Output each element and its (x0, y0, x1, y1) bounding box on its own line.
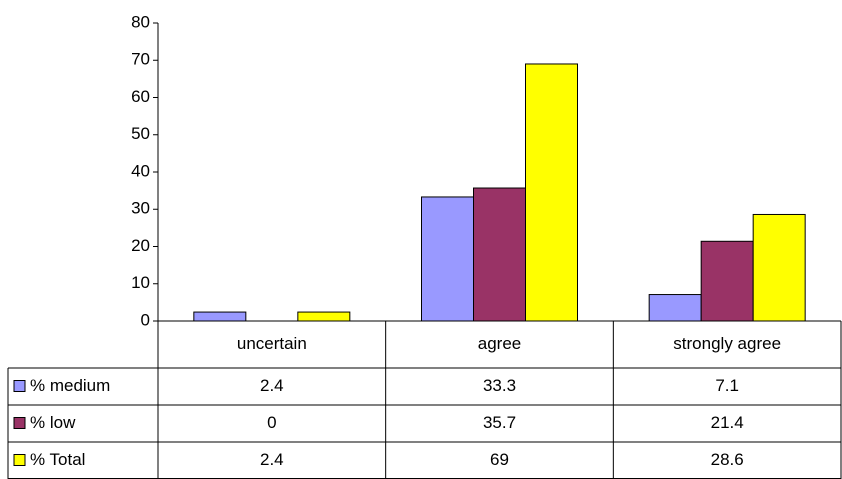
x-tick-label: uncertain (237, 334, 307, 353)
table-cell: 33.3 (483, 376, 516, 395)
y-tick-label: 20 (131, 236, 150, 255)
legend-label: % medium (30, 376, 110, 395)
bar (525, 63, 578, 322)
y-tick-label: 60 (131, 87, 150, 106)
bar (752, 213, 806, 322)
table-cell: 2.4 (260, 376, 284, 395)
y-tick-label: 10 (131, 273, 150, 292)
legend-swatch (13, 454, 26, 466)
table-cell: 28.6 (711, 450, 744, 469)
legend-label: % Total (30, 450, 85, 469)
table-cell: 21.4 (711, 413, 744, 432)
legend-swatch (13, 380, 26, 392)
y-tick-label: 0 (141, 310, 150, 329)
table-cell: 7.1 (715, 376, 739, 395)
y-tick-label: 40 (131, 161, 150, 180)
bar (421, 196, 474, 322)
bar (193, 311, 247, 322)
x-tick-label: strongly agree (673, 334, 781, 353)
table-cell: 2.4 (260, 450, 284, 469)
y-tick-label: 80 (131, 12, 150, 31)
bar (297, 311, 351, 322)
y-tick-label: 30 (131, 199, 150, 218)
table-cell: 69 (490, 450, 509, 469)
bar (473, 187, 526, 322)
bar (648, 294, 702, 322)
bar (700, 240, 754, 322)
y-tick-label: 70 (131, 50, 150, 69)
y-tick-label: 50 (131, 124, 150, 143)
legend-swatch (13, 417, 26, 429)
table-cell: 35.7 (483, 413, 516, 432)
table-cell: 0 (267, 413, 276, 432)
legend-label: % low (30, 413, 76, 432)
x-tick-label: agree (478, 334, 521, 353)
